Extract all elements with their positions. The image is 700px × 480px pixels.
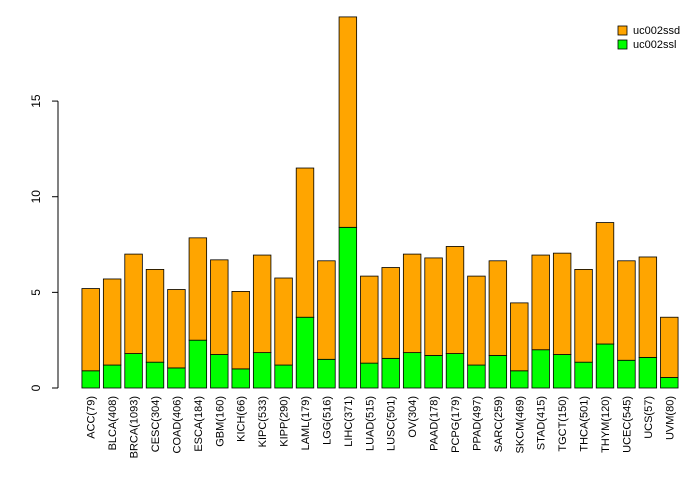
x-tick-label: KIPP(290) [279,396,291,447]
bar-uc002ssd-12 [338,16,358,228]
bar-uc002ssl-3 [145,361,165,389]
bar-uc002ssd-20 [510,302,529,372]
bar-uc002ssd-24 [595,222,615,345]
bar-uc002ssl-18 [467,364,486,389]
bar-uc002ssl-0 [81,370,100,389]
bar-uc002ssd-27 [660,316,679,378]
bar-uc002ssl-22 [552,354,572,389]
bar-uc002ssd-7 [231,291,250,370]
x-tick-label: LUAD(515) [364,396,376,451]
bar-uc002ssl-24 [595,343,615,389]
y-axis: 0 5 10 15 [29,94,59,391]
bar-uc002ssd-16 [424,257,443,356]
bar-uc002ssl-25 [617,359,636,389]
x-tick-label: GBM(160) [214,396,226,447]
x-tick-label: UCEC(545) [621,396,633,453]
bar-uc002ssd-18 [467,275,486,366]
bar-uc002ssl-7 [231,368,250,389]
bar-uc002ssl-9 [274,364,293,389]
legend-swatch-uc002ssl [617,39,628,50]
bar-uc002ssd-9 [274,277,293,366]
bar-uc002ssd-19 [488,260,508,356]
bar-uc002ssl-2 [124,353,143,389]
bar-uc002ssl-4 [167,367,186,389]
x-tick-label: SKCM(469) [514,396,526,453]
x-tick-label: LGG(516) [321,396,333,445]
bar-uc002ssl-19 [488,355,508,389]
x-tick-label: STAD(415) [536,396,548,450]
bar-uc002ssd-22 [552,252,572,355]
bar-uc002ssd-23 [574,269,593,363]
y-tick-label: 5 [29,289,43,296]
bar-uc002ssl-14 [381,357,400,389]
bar-uc002ssd-1 [102,278,122,366]
bar-uc002ssl-26 [638,356,658,389]
bar-uc002ssd-0 [81,288,100,372]
bar-group [81,16,679,389]
bar-uc002ssl-12 [338,226,358,389]
bar-uc002ssd-10 [295,167,315,318]
bar-uc002ssd-2 [124,253,143,354]
legend-swatch-uc002ssd [617,25,628,36]
bar-uc002ssd-25 [617,260,636,361]
bar-uc002ssl-17 [445,353,465,389]
legend: uc002ssd uc002ssl [617,25,680,51]
bar-uc002ssd-6 [210,259,229,355]
bar-uc002ssl-6 [210,354,229,389]
bar-uc002ssl-20 [510,370,529,389]
bar-uc002ssd-14 [381,267,400,359]
x-tick-label: ESCA(184) [193,396,205,452]
bar-uc002ssl-16 [424,355,443,389]
legend-label-uc002ssd: uc002ssd [633,25,680,37]
bar-uc002ssd-5 [188,237,208,341]
bar-uc002ssd-4 [167,289,186,369]
bar-uc002ssd-11 [317,260,336,360]
bar-uc002ssl-5 [188,339,208,389]
bar-uc002ssl-27 [660,377,679,389]
bar-uc002ssl-15 [402,352,422,389]
bar-uc002ssd-21 [531,254,550,351]
x-tick-label: SARC(259) [493,396,505,452]
legend-label-uc002ssl: uc002ssl [633,39,676,51]
bar-uc002ssd-17 [445,246,465,354]
x-tick-label: CESC(304) [150,396,162,452]
bar-uc002ssl-21 [531,349,550,389]
x-tick-label: LUSC(501) [386,396,398,451]
x-tick-label: ACC(79) [86,396,98,439]
bar-uc002ssl-13 [360,362,379,389]
bar-uc002ssl-1 [102,364,122,389]
bar-uc002ssd-8 [252,254,272,354]
x-axis-labels: ACC(79) BLCA(408) BRCA(1093) CESC(304) COAD(… [86,396,677,458]
x-tick-label: KIPC(533) [257,396,269,447]
y-tick-label: 10 [29,190,43,204]
x-tick-label: UVM(80) [664,396,676,440]
x-tick-label: BRCA(1093) [129,396,141,458]
x-tick-label: COAD(406) [171,396,183,453]
bar-uc002ssl-23 [574,361,593,389]
bar-uc002ssl-10 [295,316,315,389]
x-tick-label: TGCT(150) [557,396,569,452]
bar-uc002ssl-8 [252,352,272,389]
x-tick-label: PPAD(497) [471,396,483,451]
bar-uc002ssl-11 [317,358,336,389]
x-tick-label: BLCA(408) [107,396,119,450]
x-tick-label: THCA(501) [579,396,591,452]
bar-uc002ssd-15 [402,253,422,354]
bar-uc002ssd-3 [145,269,165,363]
y-tick-label: 15 [29,94,43,108]
bar-uc002ssd-13 [360,275,379,364]
x-tick-label: LAML(179) [300,396,312,450]
x-tick-label: LIHC(371) [343,396,355,447]
y-tick-label: 0 [29,384,43,391]
x-tick-label: THYM(120) [600,396,612,453]
x-tick-label: PCPG(179) [450,396,462,453]
bar-uc002ssd-26 [638,256,658,358]
x-tick-label: PAAD(178) [429,396,441,451]
x-tick-label: KICH(66) [236,396,248,442]
x-tick-label: UCS(57) [643,396,655,439]
x-tick-label: OV(304) [407,396,419,438]
